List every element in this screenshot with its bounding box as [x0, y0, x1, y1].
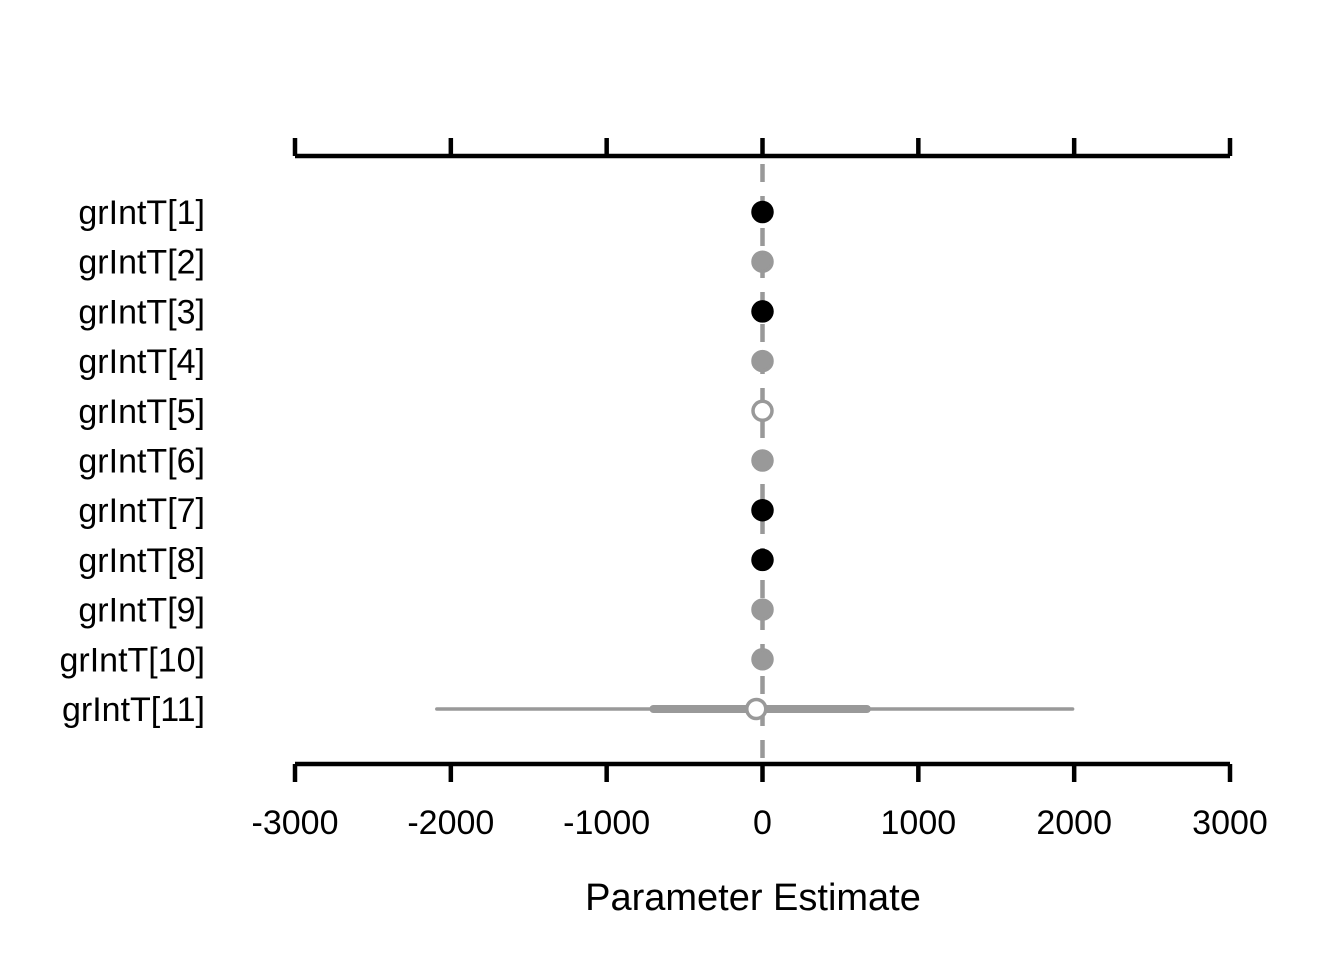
parameter-label: grIntT[11] — [62, 691, 205, 729]
median-point — [751, 399, 774, 423]
x-tick-label: -1000 — [563, 804, 650, 842]
median-point — [751, 349, 774, 373]
median-point — [751, 250, 774, 273]
axes-layer: -3000 -2000 -1000 0 1000 2000 3000 — [252, 138, 1268, 842]
median-point — [745, 697, 768, 721]
parameter-label: grIntT[10] — [59, 641, 205, 679]
x-tick-label: 0 — [753, 804, 772, 842]
x-axis-title: Parameter Estimate — [585, 877, 921, 919]
parameter-label: grIntT[4] — [78, 343, 205, 381]
median-point — [751, 200, 774, 224]
point-layer — [745, 200, 774, 721]
median-point — [751, 449, 774, 472]
x-tick-label: 2000 — [1036, 804, 1112, 842]
parameter-label: grIntT[3] — [78, 293, 205, 331]
x-tick-label: 3000 — [1192, 804, 1268, 842]
parameter-label: grIntT[9] — [78, 592, 205, 630]
median-point — [751, 598, 774, 621]
label-layer: grIntT[1] grIntT[2] grIntT[3] grIntT[4] grIn… — [59, 194, 205, 729]
x-tick-label: 1000 — [881, 804, 957, 842]
median-point — [751, 648, 774, 671]
median-point — [751, 300, 774, 323]
x-tick-label: -3000 — [252, 804, 339, 842]
parameter-label: grIntT[7] — [78, 492, 205, 530]
median-point — [751, 548, 774, 572]
x-tick-label: -2000 — [407, 804, 494, 842]
parameter-label: grIntT[8] — [78, 542, 205, 580]
parameter-label: grIntT[5] — [78, 393, 205, 431]
parameter-label: grIntT[2] — [78, 244, 205, 282]
median-point — [751, 498, 774, 522]
parameter-label: grIntT[1] — [78, 194, 205, 232]
parameter-label: grIntT[6] — [78, 443, 205, 481]
